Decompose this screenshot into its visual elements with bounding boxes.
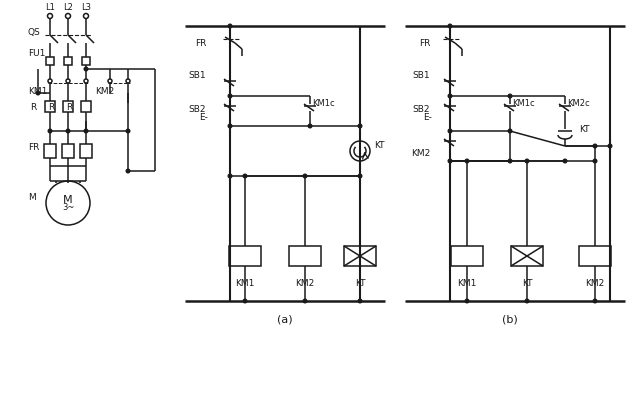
Circle shape [66,129,70,133]
Text: FU1: FU1 [28,49,45,59]
Text: M: M [28,194,36,203]
Text: E-: E- [199,113,208,122]
Text: KM2: KM2 [586,279,605,288]
Text: SB1: SB1 [412,71,430,81]
Bar [229,246,261,266]
Circle shape [308,124,312,128]
Circle shape [508,129,512,133]
Circle shape [36,91,40,95]
Text: KT: KT [579,124,589,134]
Text: KT: KT [374,142,385,150]
Bar [62,144,74,158]
Text: KM1: KM1 [236,279,255,288]
Text: M: M [63,195,73,205]
Text: KM2: KM2 [296,279,315,288]
Text: R: R [48,103,54,111]
Circle shape [126,129,130,133]
Text: R: R [66,103,72,111]
Circle shape [84,129,88,133]
Circle shape [228,24,232,28]
Circle shape [358,124,362,128]
Circle shape [608,144,612,148]
Bar [64,57,72,65]
Text: L3: L3 [81,4,91,12]
Bar [44,144,56,158]
Circle shape [593,299,596,303]
Circle shape [448,159,452,163]
Circle shape [303,299,307,303]
Bar [451,246,483,266]
Circle shape [563,159,567,163]
Text: FR: FR [419,38,430,47]
Text: SB2: SB2 [189,105,206,113]
Text: SB2: SB2 [413,105,430,113]
Circle shape [448,129,452,133]
Circle shape [525,299,529,303]
Text: QS: QS [28,28,41,38]
Circle shape [243,174,247,178]
Text: KM1: KM1 [458,279,477,288]
Circle shape [525,159,529,163]
Circle shape [358,174,362,178]
Text: KM2: KM2 [95,87,115,95]
Circle shape [508,159,512,163]
Text: KT: KT [355,279,365,288]
Text: L2: L2 [63,4,73,12]
Circle shape [228,174,232,178]
Circle shape [48,129,52,133]
Circle shape [508,94,512,98]
Circle shape [448,94,452,98]
Text: (b): (b) [502,314,518,324]
Circle shape [126,169,130,173]
Text: 3~: 3~ [62,203,74,213]
Circle shape [465,159,468,163]
Bar [80,144,92,158]
Text: KM1c: KM1c [512,99,534,107]
Bar [344,246,376,266]
Circle shape [448,24,452,28]
Text: KT: KT [522,279,532,288]
Bar [45,101,55,112]
Bar [63,101,73,112]
Text: L1: L1 [45,4,55,12]
Bar [46,57,54,65]
Text: KM1: KM1 [28,87,47,95]
Circle shape [593,159,596,163]
Bar [289,246,321,266]
Bar [579,246,611,266]
Text: KM2c: KM2c [567,99,589,107]
Text: R: R [29,103,36,111]
Circle shape [465,299,468,303]
Circle shape [593,144,596,148]
Text: KM1c: KM1c [312,99,335,107]
Text: SB1: SB1 [188,71,206,81]
Circle shape [228,94,232,98]
Text: (a): (a) [277,314,293,324]
Circle shape [84,67,88,71]
Text: KM2: KM2 [411,148,430,158]
Bar [81,101,91,112]
Circle shape [303,174,307,178]
Circle shape [228,124,232,128]
Bar [82,57,90,65]
Text: FR: FR [195,38,206,47]
Text: E-: E- [423,113,432,122]
Bar [511,246,543,266]
Circle shape [243,299,247,303]
Text: FR: FR [28,144,40,152]
Circle shape [358,299,362,303]
